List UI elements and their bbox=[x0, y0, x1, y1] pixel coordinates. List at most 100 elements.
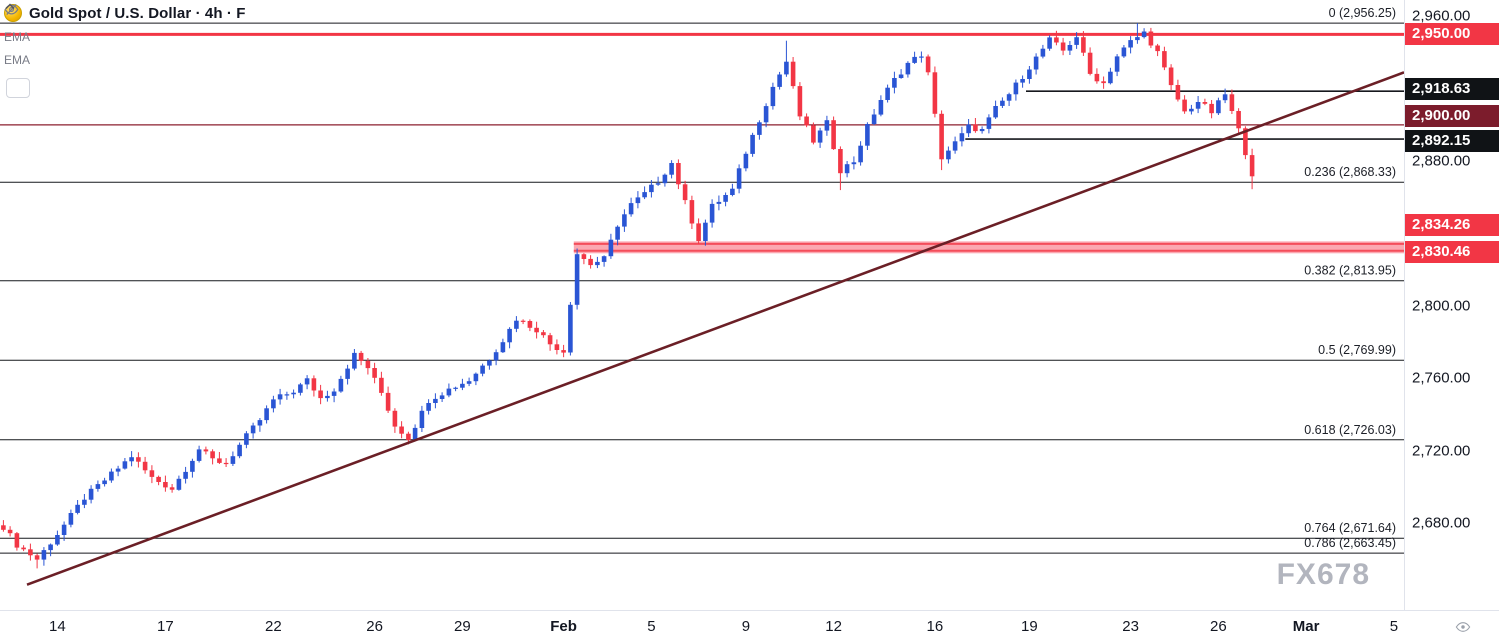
candle bbox=[885, 84, 890, 103]
candle bbox=[763, 103, 769, 128]
trend-line[interactable] bbox=[26, 71, 1404, 586]
support-zone[interactable] bbox=[573, 241, 1404, 254]
candle bbox=[919, 51, 924, 63]
candle bbox=[858, 141, 863, 166]
candle bbox=[358, 350, 364, 366]
candle bbox=[588, 255, 593, 269]
candle bbox=[264, 405, 269, 424]
candle bbox=[1236, 108, 1241, 135]
candle bbox=[412, 424, 418, 441]
time-tick: 26 bbox=[366, 618, 383, 635]
candle bbox=[379, 371, 384, 396]
candle bbox=[331, 388, 337, 403]
collapse-legend-button[interactable] bbox=[5, 3, 30, 98]
candle bbox=[88, 485, 94, 504]
candle bbox=[1081, 31, 1086, 56]
candle bbox=[1114, 54, 1120, 77]
candle bbox=[1094, 68, 1100, 84]
candle bbox=[1216, 97, 1221, 115]
candle bbox=[230, 451, 236, 466]
candle bbox=[149, 465, 155, 484]
candle bbox=[649, 180, 654, 198]
candle bbox=[203, 446, 209, 455]
candle bbox=[433, 393, 438, 409]
candle bbox=[95, 480, 101, 492]
candle bbox=[824, 115, 830, 136]
price-tick: 2,680.00 bbox=[1412, 514, 1471, 532]
time-tick: Mar bbox=[1292, 618, 1320, 635]
candle bbox=[318, 384, 323, 405]
candle bbox=[1249, 148, 1255, 190]
time-tick: 12 bbox=[825, 618, 842, 635]
candle bbox=[507, 327, 512, 349]
candle bbox=[75, 500, 80, 515]
eye-icon[interactable] bbox=[1455, 619, 1471, 640]
candle bbox=[959, 126, 965, 147]
candle bbox=[1087, 47, 1093, 76]
price-tick: 2,960.00 bbox=[1412, 7, 1471, 25]
candle bbox=[554, 339, 560, 355]
candle bbox=[892, 71, 897, 94]
time-tick: 23 bbox=[1122, 618, 1139, 635]
candle bbox=[1006, 92, 1012, 106]
candle bbox=[973, 118, 978, 133]
candle bbox=[48, 543, 53, 557]
price-tick: 2,880.00 bbox=[1412, 152, 1471, 170]
candle bbox=[1222, 88, 1228, 104]
time-axis[interactable]: 14 17 22 26 29 Feb 5 9 12 16 19 23 26 Mar 5 bbox=[0, 610, 1499, 643]
candle bbox=[1135, 23, 1140, 44]
price-tick: 2,720.00 bbox=[1412, 442, 1471, 460]
candle bbox=[730, 183, 735, 197]
candle bbox=[1148, 27, 1154, 49]
candle bbox=[669, 160, 674, 179]
candle bbox=[271, 395, 276, 413]
symbol-title-row[interactable]: Gold Spot / U.S. Dollar · 4h · F bbox=[4, 2, 246, 24]
indicator-label: EMA bbox=[4, 29, 31, 44]
chart-plot-area[interactable]: 0 (2,956.25) 0.236 (2,868.33) 0.382 (2,813… bbox=[0, 0, 1404, 610]
candle bbox=[352, 349, 357, 371]
candle bbox=[41, 547, 47, 566]
candle bbox=[1054, 30, 1059, 46]
price-tick: 2,760.00 bbox=[1412, 369, 1471, 387]
candle bbox=[986, 114, 992, 134]
candle bbox=[1033, 53, 1039, 75]
candle bbox=[21, 545, 26, 552]
price-axis[interactable]: 2,960.00 2,880.00 2,800.00 2,760.00 2,720.00… bbox=[1404, 0, 1499, 610]
indicator-row-ema-2[interactable]: EMA bbox=[4, 4, 246, 70]
fib-label: 0.236 (2,868.33) bbox=[1304, 165, 1396, 179]
candle bbox=[210, 449, 215, 465]
candle bbox=[966, 119, 971, 137]
candle bbox=[716, 195, 722, 211]
candle bbox=[1162, 46, 1167, 71]
candlestick-chart[interactable]: 0 (2,956.25) 0.236 (2,868.33) 0.382 (2,813… bbox=[0, 0, 1404, 610]
candle bbox=[878, 95, 884, 117]
candle bbox=[1, 520, 6, 532]
candle bbox=[190, 458, 195, 478]
candle bbox=[439, 392, 445, 402]
candle bbox=[1108, 67, 1113, 85]
time-tick: 5 bbox=[647, 618, 656, 635]
time-tick: 14 bbox=[49, 618, 66, 635]
candle bbox=[905, 61, 911, 78]
price-badge: 2,918.63 bbox=[1405, 78, 1499, 100]
candle bbox=[487, 359, 492, 370]
candle bbox=[1000, 97, 1005, 108]
time-tick: 26 bbox=[1210, 618, 1227, 635]
candle bbox=[500, 338, 506, 353]
candle bbox=[345, 364, 350, 385]
candle bbox=[82, 494, 87, 509]
indicator-row-ema-1[interactable]: EMA bbox=[4, 4, 246, 47]
candle bbox=[365, 358, 371, 375]
candle bbox=[136, 452, 141, 468]
watermark: FX678 bbox=[1276, 558, 1370, 591]
candle bbox=[561, 344, 566, 358]
candle bbox=[176, 475, 182, 491]
candle bbox=[865, 122, 870, 150]
candle bbox=[871, 109, 877, 126]
candle bbox=[115, 465, 121, 477]
candle bbox=[109, 468, 114, 483]
candle bbox=[689, 195, 695, 229]
candle bbox=[642, 186, 647, 200]
candle bbox=[1040, 44, 1046, 59]
